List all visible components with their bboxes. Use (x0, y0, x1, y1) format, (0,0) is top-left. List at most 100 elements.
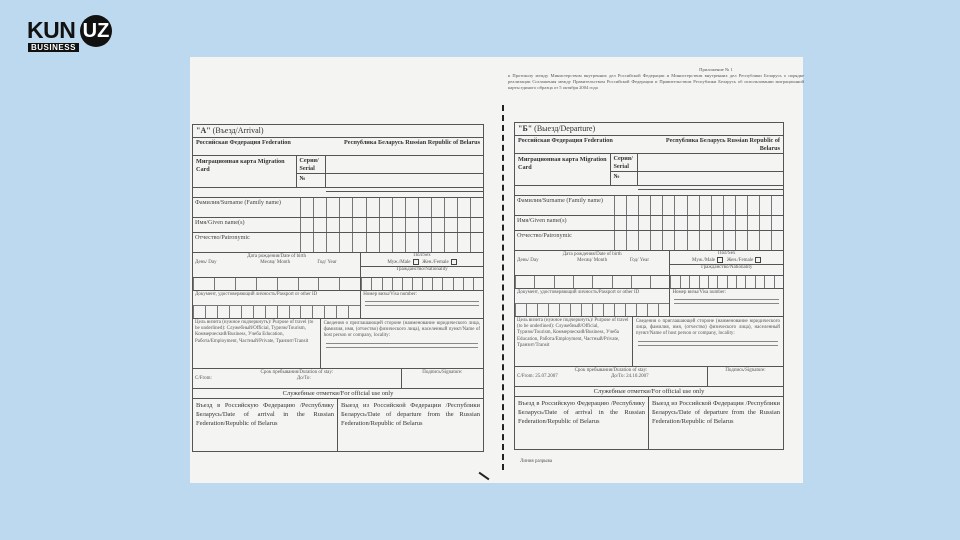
input-cell (371, 278, 381, 290)
input-cell (592, 276, 611, 288)
input-cell (717, 276, 726, 288)
input-cell (339, 218, 352, 232)
input-cell (670, 276, 679, 288)
input-cell (698, 231, 711, 250)
appendix-note: Приложение № 1 к Протоколу между Министе… (508, 67, 804, 91)
input-cell (611, 276, 631, 288)
given-name-cells (300, 218, 483, 232)
surname-row: Фамилия/Surname (Family name) (193, 198, 483, 218)
male-checkbox[interactable] (717, 257, 724, 263)
female-checkbox[interactable] (755, 257, 762, 263)
input-cell (378, 218, 392, 232)
input-cell (288, 306, 301, 318)
input-cell (626, 231, 638, 250)
dob-cells-row (193, 278, 483, 291)
dob-sex-row: Дата рождения/Date of birth День/ Day Мес… (515, 251, 783, 276)
from-date: С/From: 25.07.2007 (517, 374, 558, 379)
input-cell (193, 306, 205, 318)
input-cell (313, 198, 326, 217)
input-cell (417, 198, 431, 217)
logo-uz: UZ (80, 15, 112, 47)
migration-card-label: Миграционная карта Migration Card (193, 156, 298, 187)
input-cell (630, 276, 650, 288)
year-label: Год/ Year (317, 260, 337, 265)
input-cell (770, 216, 783, 230)
input-cell (417, 233, 431, 252)
input-cell (430, 218, 444, 232)
input-cell (698, 276, 708, 288)
surname-cells (614, 196, 783, 215)
surname-row: Фамилия/Surname (Family name) (515, 196, 783, 216)
federation-row: Российская Федерация Federation Республик… (193, 138, 483, 156)
kun-uz-business-logo: KUN UZ BUSINESS (27, 15, 117, 57)
input-cell (638, 216, 650, 230)
input-cell (352, 198, 365, 217)
day-label: День/ Day (517, 258, 539, 263)
input-cell (361, 278, 371, 290)
input-cell (592, 304, 603, 316)
input-cell (614, 196, 626, 215)
input-cell (276, 278, 298, 290)
input-cell (216, 306, 229, 318)
input-cell (674, 231, 686, 250)
female-checkbox[interactable] (450, 259, 457, 265)
surname-label: Фамилия/Surname (Family name) (517, 197, 603, 204)
input-cell (773, 276, 783, 288)
official-use-label: Служебные отметки/For official use only (193, 389, 483, 399)
male-checkbox[interactable] (412, 259, 419, 265)
departure-card: "Б" (Выезд/Departure) Российская Федерац… (514, 122, 784, 450)
duration-row: Срок пребывания/Duration of stay: С/From:… (193, 369, 483, 389)
input-cell (443, 218, 457, 232)
input-cell (391, 198, 405, 217)
input-cell (710, 216, 723, 230)
patronymic-cells (614, 231, 783, 250)
official-dates-row: Въезд в Российскую Федерацию /Республику… (193, 399, 483, 451)
arrival-date-label: Въезд в Российскую Федерацию /Республику… (515, 397, 649, 449)
input-cell (726, 276, 736, 288)
number-label: № (613, 173, 620, 180)
input-cell (698, 196, 711, 215)
input-cell (710, 196, 723, 215)
purpose-row: Цель визита (нужное подчеркнуть)/ Purpos… (515, 317, 783, 367)
input-cell (526, 304, 537, 316)
input-cell (515, 276, 534, 288)
input-cell (432, 278, 442, 290)
input-cell (462, 278, 473, 290)
input-cell (638, 231, 650, 250)
input-cell (417, 218, 431, 232)
input-cell (603, 304, 614, 316)
female-label: Жен./Female (726, 258, 754, 264)
visa-label: Номер визы/Visa number: (363, 292, 417, 297)
input-cell (300, 218, 313, 232)
cut-mark (478, 471, 490, 481)
input-cell (686, 216, 699, 230)
input-cell (456, 218, 470, 232)
input-cell (240, 306, 253, 318)
host-label: Сведения о приглашающей стороне (наимено… (323, 321, 480, 339)
input-cell (255, 278, 277, 290)
input-cell (365, 233, 379, 252)
input-cell (300, 306, 312, 318)
input-cell (746, 231, 759, 250)
input-cell (313, 233, 326, 252)
input-cell (324, 306, 336, 318)
input-cell (443, 198, 457, 217)
input-cell (770, 196, 783, 215)
federation-row: Российская Федерация Federation Республик… (515, 136, 783, 154)
russian-federation: Российская Федерация Federation (196, 139, 291, 146)
sex-label: Пол/Sex (413, 253, 431, 258)
number-label: № (299, 175, 306, 182)
input-cell (312, 306, 324, 318)
input-cell (650, 276, 669, 288)
input-cell (404, 233, 418, 252)
spacer-row (193, 188, 483, 198)
sex-label: Пол/Sex (718, 251, 736, 256)
input-cell (391, 278, 402, 290)
given-name-label: Имя/Given name(s) (517, 217, 567, 224)
input-cell (365, 198, 379, 217)
input-cell (469, 233, 483, 252)
input-cell (378, 198, 392, 217)
input-cell (391, 218, 405, 232)
card-letter: "А" (196, 126, 211, 135)
arrival-date-label: Въезд в Российскую Федерацию /Республику… (193, 399, 338, 451)
